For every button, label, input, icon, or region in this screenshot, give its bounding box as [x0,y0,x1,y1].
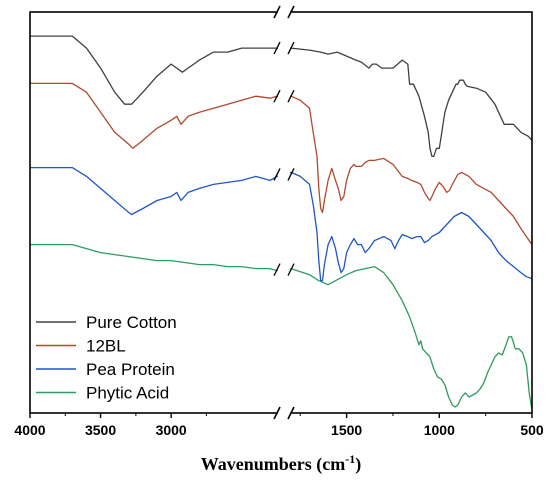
series-break-gap [278,89,290,104]
axis-break-bottom-gap [278,408,290,418]
legend-label-4: Phytic Acid [86,384,169,403]
axis-break-top-slash [273,5,281,19]
x-tick-label: 4000 [14,422,45,438]
series-break-gap [278,262,290,277]
series-break-slash [287,41,295,55]
series-break-slash [273,168,281,181]
axis-break-top-gap [278,7,290,17]
x-tick-label: 500 [520,422,544,438]
series-break-slash [287,89,295,103]
x-tick-label: 1000 [424,422,455,438]
x-tick-label: 3500 [85,422,116,438]
axis-break-top-slash [287,5,295,19]
x-axis-title-main: Wavenumbers (cm [201,454,345,475]
series-break-slash [287,168,295,181]
series-break-gap [278,167,290,182]
x-axis-title-superscript: -1 [345,452,355,466]
legend: Pure Cotton 12BL Pea Protein Phytic Acid [36,313,177,403]
x-tick-label: 1500 [331,422,362,438]
series-break-slash [273,263,281,276]
legend-label-2: 12BL [86,337,126,356]
legend-label-3: Pea Protein [86,360,175,379]
series-line-4 [30,243,533,410]
x-axis-title-end: ) [355,454,361,475]
axis-layer: 4000 3500 3000 1500 1000 500 [14,5,544,438]
legend-label-1: Pure Cotton [86,313,177,332]
series-break-gap [278,41,290,56]
axis-break-bottom-slash [287,406,295,420]
series-break-slash [287,263,295,276]
series-line-3 [30,166,533,282]
series-layer [30,35,533,410]
axis-break-bottom-slash [273,406,281,420]
series-line-2 [30,82,533,245]
x-axis-title: Wavenumbers (cm-1) [201,452,361,475]
series-break-slash [273,89,281,103]
series-break-slash [273,41,281,55]
x-tick-label: 3000 [156,422,187,438]
series-line-1 [30,35,533,158]
